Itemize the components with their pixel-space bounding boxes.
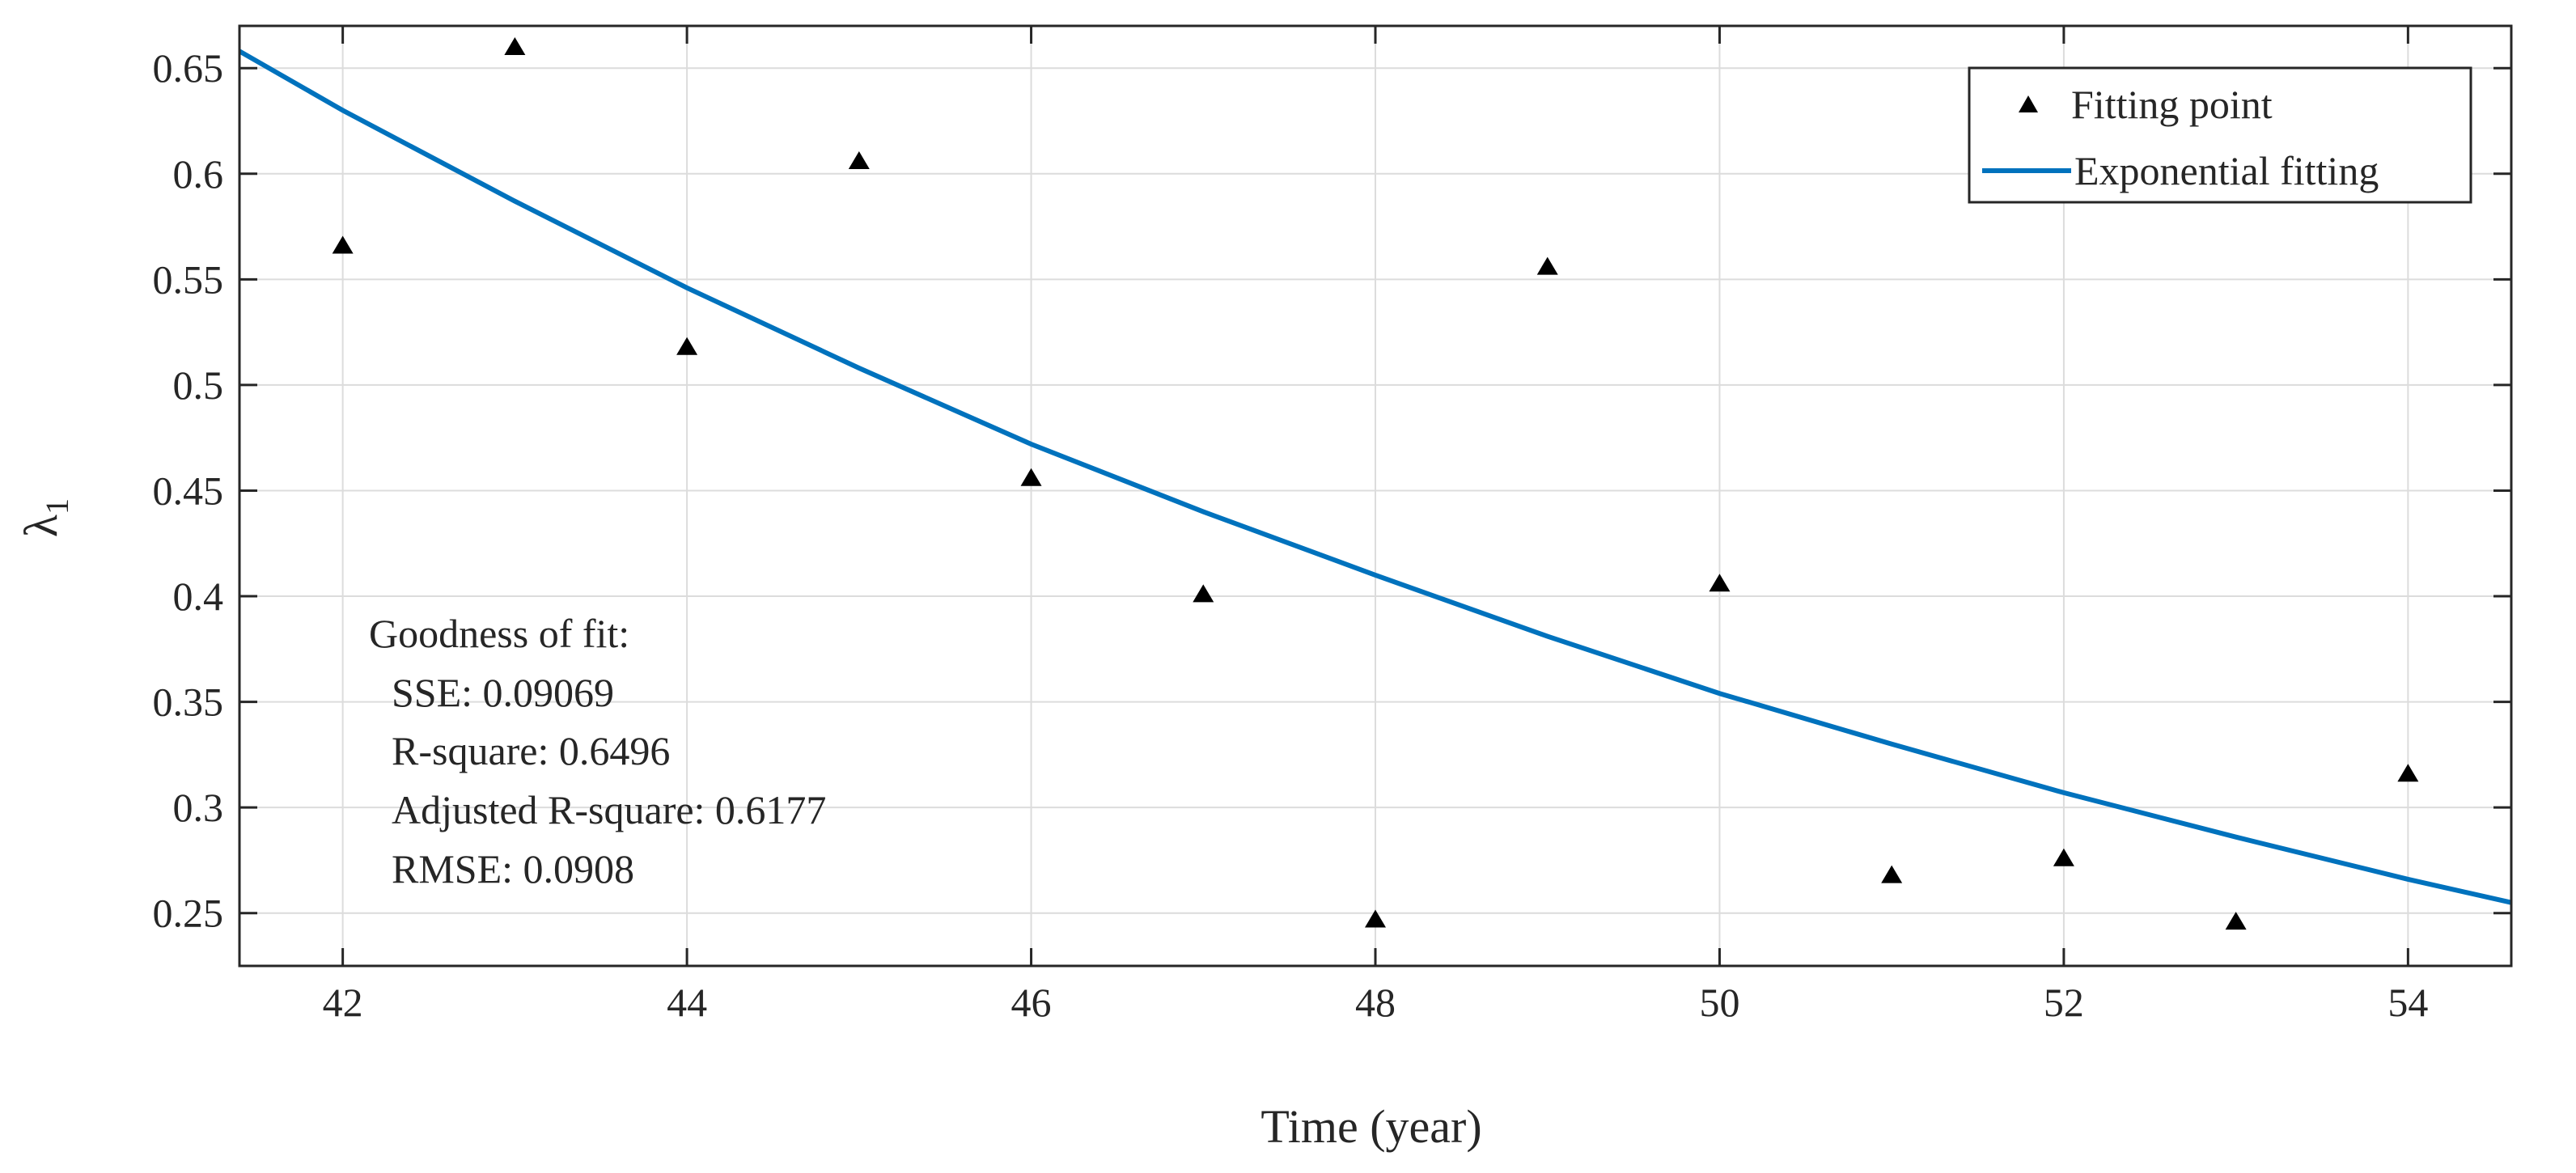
fitting-point-marker — [1881, 865, 1903, 883]
grid — [239, 26, 2511, 966]
legend: Fitting point Exponential fitting — [1968, 66, 2472, 204]
x-tick-label: 50 — [1699, 980, 1739, 1025]
annotation-sse: SSE: 0.09069 — [392, 670, 614, 715]
annotation-r-square: R-square: 0.6496 — [392, 728, 670, 773]
x-tick-label: 54 — [2387, 980, 2428, 1025]
fitting-point-marker — [2397, 764, 2419, 782]
fitting-point-marker — [1193, 584, 1214, 603]
x-tick-label: 48 — [1355, 980, 1396, 1025]
legend-triangle-marker — [2019, 95, 2038, 112]
y-tick-label: 0.35 — [153, 680, 224, 725]
fitting-point-marker — [1365, 909, 1386, 928]
y-axis-symbol: λ — [15, 515, 67, 537]
y-tick-label: 0.3 — [173, 785, 224, 830]
y-axis-subscript: 1 — [39, 498, 75, 515]
x-tick-label: 42 — [323, 980, 363, 1025]
x-tick-labels: 42 44 46 48 50 52 54 — [323, 980, 2429, 1025]
fitting-point-marker — [504, 37, 526, 56]
x-tick-label: 46 — [1011, 980, 1052, 1025]
legend-label-exponential-fitting: Exponential fitting — [2074, 148, 2379, 193]
legend-label-fitting-point: Fitting point — [2071, 82, 2273, 127]
y-tick-labels: 0.25 0.3 0.35 0.4 0.45 0.5 0.55 0.6 0.65 — [153, 45, 224, 935]
fitting-point-marker — [1536, 256, 1558, 275]
x-tick-label: 52 — [2044, 980, 2084, 1025]
fitting-point-marker — [2053, 848, 2074, 866]
axis-ticks — [239, 26, 2511, 966]
fitting-point-marker — [676, 337, 698, 355]
y-tick-label: 0.5 — [173, 362, 224, 408]
y-axis-title: λ1 — [15, 498, 75, 537]
y-tick-label: 0.45 — [153, 468, 224, 513]
annotation-title: Goodness of fit: — [369, 611, 629, 656]
fitting-point-marker — [332, 235, 354, 254]
annotation-adjusted-r-square: Adjusted R-square: 0.6177 — [392, 787, 826, 832]
y-tick-label: 0.65 — [153, 45, 224, 91]
y-tick-label: 0.25 — [153, 891, 224, 936]
fitting-point-marker — [848, 151, 870, 170]
y-tick-label: 0.6 — [173, 151, 224, 197]
goodness-of-fit-annotation: Goodness of fit: SSE: 0.09069 R-square: … — [369, 611, 826, 891]
fitting-points — [332, 37, 2419, 930]
exponential-fitting-line — [238, 49, 2512, 905]
legend-box — [1968, 66, 2472, 204]
fitting-point-marker — [1020, 468, 1042, 486]
y-tick-label: 0.55 — [153, 256, 224, 302]
x-axis-title: Time (year) — [1260, 1100, 1481, 1153]
y-tick-label: 0.4 — [173, 574, 224, 619]
fitting-point-marker — [2225, 912, 2247, 930]
annotation-rmse: RMSE: 0.0908 — [392, 846, 634, 891]
fitting-point-marker — [1709, 574, 1731, 592]
x-tick-label: 44 — [667, 980, 707, 1025]
